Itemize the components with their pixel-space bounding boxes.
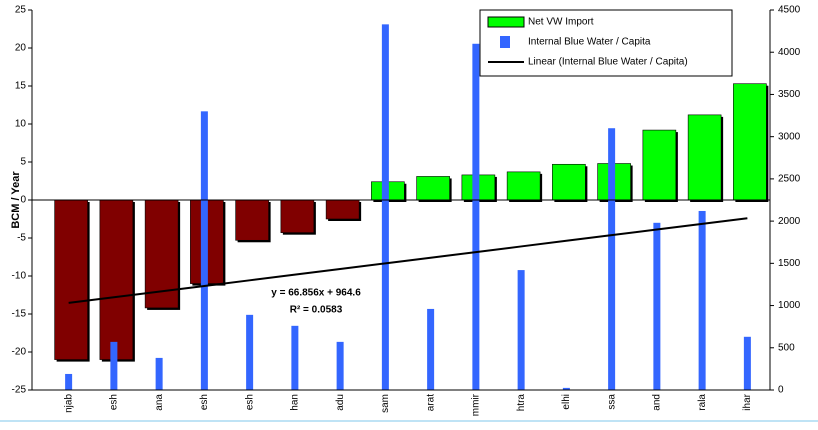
x-tick-label: njab <box>63 394 74 413</box>
x-tick-label: mmir <box>471 393 482 416</box>
bar <box>416 176 450 201</box>
blue-bar <box>291 325 299 390</box>
y2-tick-label: 1000 <box>778 300 801 311</box>
y-tick-label: 20 <box>15 43 27 54</box>
x-tick-label: adu <box>335 394 346 411</box>
bar <box>325 199 360 220</box>
blue-bar <box>110 341 118 390</box>
x-tick-label: rala <box>697 394 708 411</box>
legend-swatch <box>487 16 525 28</box>
y2-tick-label: 1500 <box>778 258 801 269</box>
x-tick-label: and <box>652 394 663 411</box>
blue-bar <box>336 341 344 390</box>
bar <box>552 163 586 201</box>
blue-bar <box>562 387 570 390</box>
y-tick-label: -25 <box>12 385 27 396</box>
x-tick-label: htra <box>516 394 527 412</box>
y2-tick-label: 3000 <box>778 131 801 142</box>
legend-swatch <box>500 36 510 48</box>
y2-tick-label: 2500 <box>778 174 801 185</box>
bar <box>235 199 269 241</box>
x-tick-label: han <box>290 394 301 411</box>
x-tick-label: elhi <box>561 394 572 410</box>
x-tick-label: arat <box>425 394 436 411</box>
annotation: y = 66.856x + 964.6 <box>271 288 361 299</box>
x-tick-label: ssa <box>606 394 617 410</box>
y2-tick-label: 4000 <box>778 47 801 58</box>
y-tick-label: 0 <box>20 195 26 206</box>
blue-bar <box>200 111 208 390</box>
legend-label: Linear (Internal Blue Water / Capita) <box>528 57 688 68</box>
bar <box>54 199 88 360</box>
legend-label: Net VW Import <box>528 17 594 28</box>
blue-bar <box>653 222 661 390</box>
blue-bar <box>381 24 389 390</box>
blue-bar <box>155 357 163 390</box>
y-tick-label: 10 <box>15 119 27 130</box>
y2-tick-label: 500 <box>778 342 795 353</box>
blue-bar <box>246 314 254 390</box>
y-tick-label: 25 <box>15 5 27 16</box>
x-tick-label: esh <box>109 394 120 410</box>
blue-bar <box>743 336 751 390</box>
blue-bar <box>608 128 616 390</box>
blue-bar <box>517 270 525 390</box>
y2-tick-label: 0 <box>778 385 784 396</box>
x-tick-label: ihar <box>742 393 753 410</box>
blue-bar <box>427 308 435 390</box>
y2-tick-label: 3500 <box>778 89 801 100</box>
blue-bar <box>472 43 480 391</box>
bar <box>642 129 677 201</box>
x-tick-label: esh <box>199 394 210 410</box>
y-tick-label: -10 <box>12 271 27 282</box>
y-tick-label: -20 <box>12 347 27 358</box>
bar <box>506 171 541 201</box>
y-tick-label: 15 <box>15 81 27 92</box>
bar <box>280 199 315 233</box>
blue-bar <box>65 373 73 390</box>
y-tick-label: 5 <box>20 157 26 168</box>
x-tick-label: sam <box>380 394 391 413</box>
y-tick-label: -5 <box>17 233 26 244</box>
y2-tick-label: 2000 <box>778 216 801 227</box>
x-tick-label: ana <box>154 394 165 411</box>
bar <box>733 83 767 201</box>
blue-bar <box>698 210 706 390</box>
x-tick-label: esh <box>244 394 255 410</box>
y2-tick-label: 4500 <box>778 5 801 16</box>
bar <box>144 199 179 309</box>
y-axis-label: BCM / Year <box>10 171 22 229</box>
legend-label: Internal Blue Water / Capita <box>528 37 651 48</box>
y-tick-label: -15 <box>12 309 27 320</box>
trend-line <box>68 217 748 304</box>
bar <box>687 114 722 201</box>
bar <box>99 199 134 360</box>
annotation: R² = 0.0583 <box>290 305 343 316</box>
